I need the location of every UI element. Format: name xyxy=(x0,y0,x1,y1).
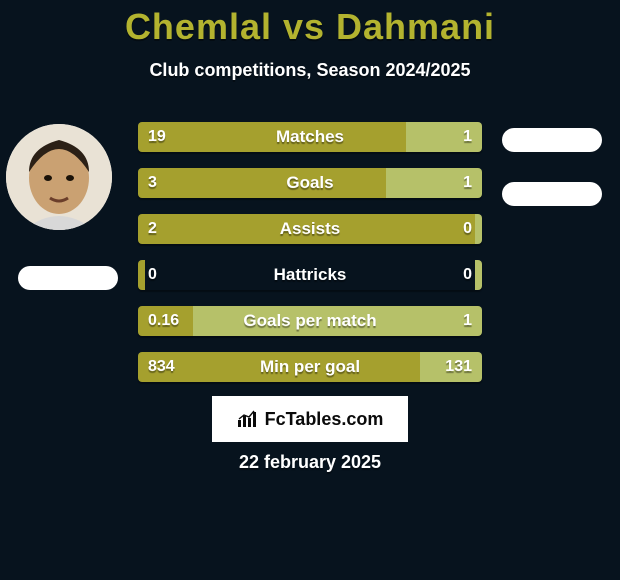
stat-row-assists: 2 0 Assists xyxy=(138,214,482,244)
stat-label: Goals per match xyxy=(138,306,482,336)
avatar-placeholder-icon xyxy=(6,124,112,230)
brand-text: FcTables.com xyxy=(265,409,384,430)
stat-label: Matches xyxy=(138,122,482,152)
stat-label: Min per goal xyxy=(138,352,482,382)
stat-row-min-per-goal: 834 131 Min per goal xyxy=(138,352,482,382)
comparison-card: Chemlal vs Dahmani Club competitions, Se… xyxy=(0,0,620,580)
player2-name-pill-2 xyxy=(502,182,602,206)
stat-row-goals: 3 1 Goals xyxy=(138,168,482,198)
player1-avatar xyxy=(6,124,112,230)
stat-label: Goals xyxy=(138,168,482,198)
stat-row-matches: 19 1 Matches xyxy=(138,122,482,152)
stat-label: Hattricks xyxy=(138,260,482,290)
player2-name-pill-1 xyxy=(502,128,602,152)
stat-label: Assists xyxy=(138,214,482,244)
stat-bars: 19 1 Matches 3 1 Goals 2 0 Assists 0 0 H… xyxy=(138,122,482,398)
bar-chart-icon xyxy=(237,410,259,428)
page-subtitle: Club competitions, Season 2024/2025 xyxy=(0,60,620,81)
stat-row-goals-per-match: 0.16 1 Goals per match xyxy=(138,306,482,336)
brand-badge: FcTables.com xyxy=(212,396,408,442)
date-label: 22 february 2025 xyxy=(0,452,620,473)
stat-row-hattricks: 0 0 Hattricks xyxy=(138,260,482,290)
player1-name-pill xyxy=(18,266,118,290)
page-title: Chemlal vs Dahmani xyxy=(0,0,620,48)
